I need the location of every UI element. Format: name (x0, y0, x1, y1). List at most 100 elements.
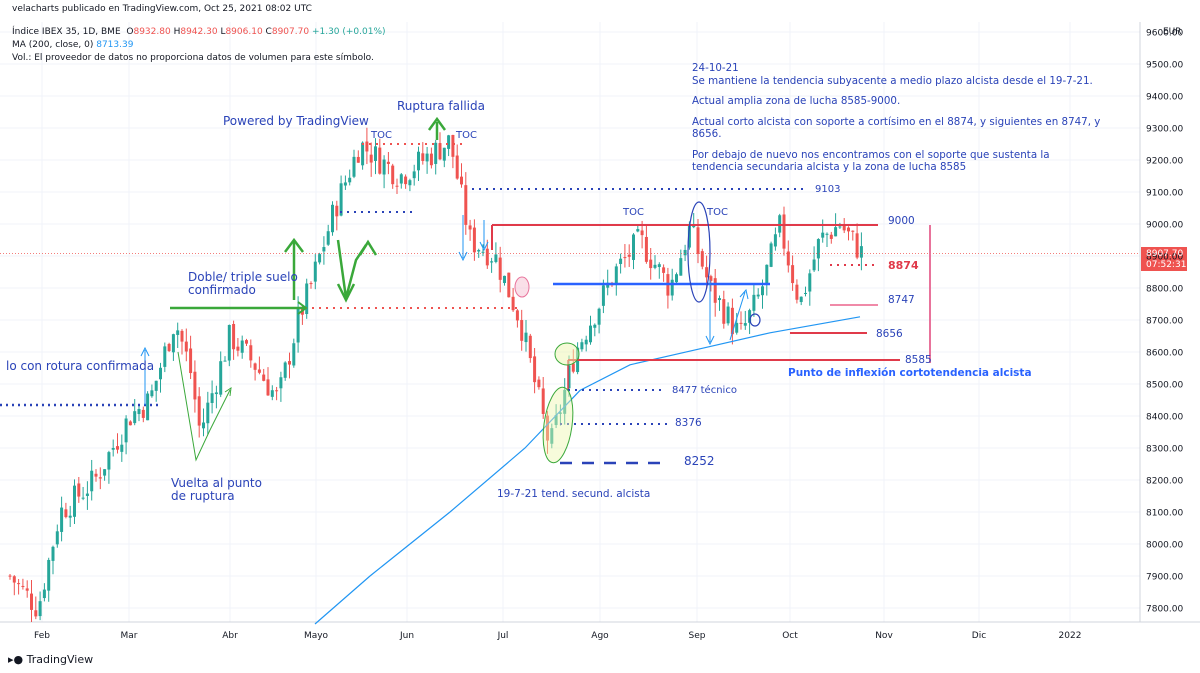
candle-body (391, 165, 395, 185)
candle-body (94, 473, 98, 477)
candle-body (554, 415, 558, 426)
note-paragraph-1: Se mantiene la tendencia subyacente a me… (692, 74, 1093, 87)
candle-body (498, 257, 502, 280)
candles (8, 127, 863, 622)
candle-body (421, 153, 425, 161)
candle-body (481, 251, 485, 253)
level-label-8747: 8747 (888, 294, 915, 306)
candle-body (219, 361, 223, 395)
ma-line: MA (200, close, 0) 8713.39 (12, 40, 133, 50)
candle-body (657, 264, 661, 267)
toc-label-1: TOC (371, 130, 392, 141)
drawings (0, 116, 1187, 465)
y-tick-label: 8200.00 (1146, 477, 1183, 487)
green-up-arrowhead-1 (284, 237, 304, 253)
level-label-9103: 9103 (815, 184, 841, 195)
bottom-ellipse (542, 386, 574, 464)
candle-body (434, 142, 438, 164)
candle-body (352, 156, 356, 177)
candle-body (288, 361, 291, 365)
candle-body (804, 292, 807, 294)
candle-body (700, 251, 704, 267)
tradingview-footer[interactable]: ▸● TradingView (8, 653, 93, 666)
candle-body (279, 377, 283, 389)
candle-body (709, 276, 713, 281)
change-value: +1.30 (+0.01%) (311, 27, 386, 37)
small-ellipse (749, 313, 761, 327)
note-paragraph-2: Actual amplia zona de lucha 8585-9000. (692, 95, 901, 107)
candle-body (180, 330, 184, 342)
y-tick-label: 8000.00 (1146, 541, 1183, 551)
candle-body (670, 279, 674, 296)
candle-body (128, 421, 132, 426)
green-zigzag-up (358, 239, 378, 256)
candle-body (799, 296, 803, 303)
candle-body (176, 330, 180, 335)
candle-body (193, 371, 197, 400)
candle-body (795, 284, 799, 300)
candle-body (786, 251, 790, 266)
y-tick-label: 9400.00 (1146, 93, 1183, 103)
candle-body (167, 343, 171, 352)
candle-body (791, 265, 795, 284)
y-tick-label: 9500.00 (1146, 61, 1183, 71)
candle-body (425, 153, 429, 162)
candle-body (619, 258, 623, 265)
candle-body (236, 346, 240, 351)
candle-body (816, 239, 820, 259)
candle-body (309, 283, 313, 285)
candle-body (335, 205, 339, 217)
candle-body (834, 227, 838, 237)
candle-body (60, 507, 64, 532)
candle-body (275, 390, 279, 392)
volume-note: Vol.: El proveedor de datos no proporcio… (12, 53, 374, 63)
x-tick-label: Nov (875, 631, 893, 641)
candle-body (718, 298, 721, 301)
tradingview-logo-icon: ▸● (8, 653, 24, 666)
candle-body (197, 396, 201, 426)
candle-body (343, 182, 347, 186)
note-paragraph-3: Actual corto alcista con soporte a cortí… (692, 115, 1101, 141)
y-tick-label: 8300.00 (1146, 445, 1183, 455)
candle-body (163, 346, 167, 367)
candle-body (171, 334, 175, 353)
y-tick-label: 8500.00 (1146, 381, 1183, 391)
candle-body (442, 147, 446, 161)
candle-body (399, 174, 403, 184)
close-label: C (265, 27, 272, 37)
candle-body (141, 409, 145, 418)
candle-body (653, 264, 657, 268)
candle-body (365, 141, 369, 152)
candle-body (761, 286, 764, 296)
y-tick-label: 7900.00 (1146, 573, 1183, 583)
candle-body (601, 285, 605, 306)
toc-label-2: TOC (456, 130, 477, 141)
candle-body (77, 483, 81, 497)
candle-body (249, 345, 253, 361)
candle-body (85, 493, 89, 496)
candle-body (34, 610, 38, 617)
candle-body (696, 227, 700, 254)
candle-body (42, 589, 46, 599)
candle-body (374, 146, 377, 161)
candle-body (103, 469, 107, 476)
candle-body (111, 447, 115, 450)
candle-body (632, 234, 635, 260)
y-tick-label: 9600.00 (1146, 29, 1183, 39)
candle-body (38, 601, 42, 617)
candle-body (124, 418, 128, 443)
candle-body (679, 258, 683, 276)
candle-body (756, 294, 760, 297)
candle-body (223, 360, 227, 362)
candle-body (331, 204, 334, 233)
x-tick-label: Mar (121, 631, 138, 641)
inflexion-label: Punto de inflexión cortotendencia alcist… (788, 367, 1032, 379)
candle-body (447, 135, 451, 149)
candle-body (558, 412, 562, 414)
doble-suelo-label: Doble/ triple suelo confirmado (188, 271, 298, 297)
candle-body (829, 234, 833, 239)
candle-body (266, 379, 270, 396)
candle-body (339, 183, 343, 216)
toc-label-4: TOC (707, 207, 728, 218)
